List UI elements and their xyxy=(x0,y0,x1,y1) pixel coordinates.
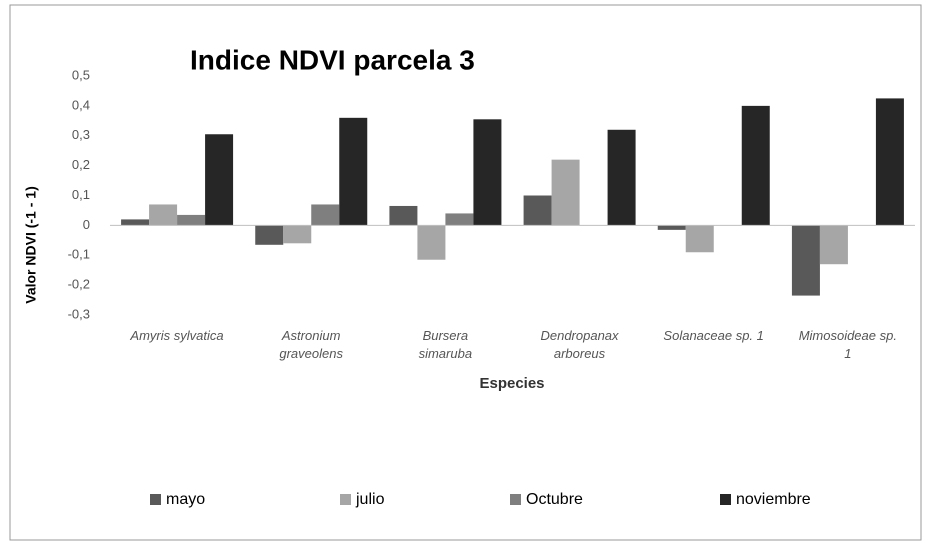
bar xyxy=(523,195,552,226)
bar xyxy=(417,225,446,260)
bar xyxy=(551,159,580,226)
bar xyxy=(283,225,312,244)
bar xyxy=(685,225,714,253)
bar xyxy=(819,225,848,265)
legend-label: Octubre xyxy=(526,491,583,508)
bar xyxy=(445,213,474,226)
bar xyxy=(473,119,502,226)
legend-swatch xyxy=(150,494,161,505)
bar xyxy=(121,219,150,226)
y-tick-label: -0,2 xyxy=(68,277,90,292)
chart-border xyxy=(9,4,922,541)
bar xyxy=(791,225,820,296)
y-tick-label: 0,5 xyxy=(72,67,90,82)
chart-title: Indice NDVI parcela 3 xyxy=(190,44,475,75)
legend-label: mayo xyxy=(166,491,205,508)
x-tick-label: Solanaceae sp. 1 xyxy=(663,328,764,343)
y-tick-label: 0,3 xyxy=(72,127,90,142)
x-axis-label: Especies xyxy=(479,375,544,392)
y-tick-label: -0,1 xyxy=(68,247,90,262)
x-tick-label: Dendropanax arboreus xyxy=(540,328,619,361)
bar xyxy=(339,117,368,226)
y-tick-label: 0,2 xyxy=(72,157,90,172)
y-tick-label: 0,1 xyxy=(72,187,90,202)
bar xyxy=(311,204,340,226)
y-axis-label: Valor NDVI (-1 - 1) xyxy=(23,186,39,303)
bar xyxy=(255,225,284,245)
legend-label: noviembre xyxy=(736,491,811,508)
bar xyxy=(875,98,904,226)
bar xyxy=(205,134,234,226)
x-tick-label: Bursera simaruba xyxy=(418,328,473,361)
bar xyxy=(657,225,686,230)
legend-swatch xyxy=(720,494,731,505)
bar xyxy=(389,205,418,226)
y-tick-label: 0,4 xyxy=(72,97,90,112)
legend-swatch xyxy=(340,494,351,505)
legend-swatch xyxy=(510,494,521,505)
x-tick-label: Mimosoideae sp. 1 xyxy=(798,328,897,361)
x-tick-label: Astronium graveolens xyxy=(279,328,343,361)
bar xyxy=(177,214,206,226)
x-tick-label: Amyris sylvatica xyxy=(130,328,224,343)
y-tick-label: 0 xyxy=(83,217,90,232)
bar xyxy=(149,204,178,226)
bar xyxy=(741,105,770,226)
legend-label: julio xyxy=(355,491,385,508)
y-tick-label: -0,3 xyxy=(68,306,90,321)
bar xyxy=(607,129,636,226)
